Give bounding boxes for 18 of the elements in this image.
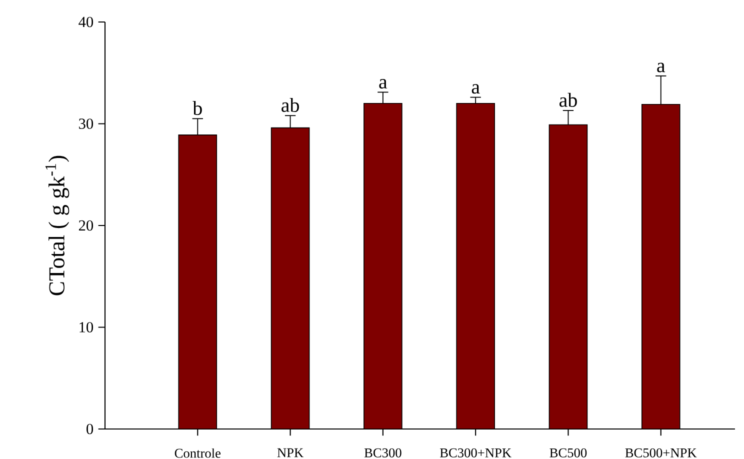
y-axis-title: CTotal ( g gk$^{-1}$) (45, 156, 70, 296)
x-tick-label: NPK (277, 448, 304, 458)
annotation: a (379, 79, 388, 89)
x-tick-label: BC500+NPK (625, 448, 697, 458)
y-tick-label: 20 (78, 220, 94, 231)
annotation: b (192, 100, 202, 116)
y-tick-label: 30 (79, 118, 94, 129)
annotation: a (472, 84, 480, 94)
y-tick-label: 0 (86, 424, 94, 434)
x-tick-label: Controle (174, 448, 221, 458)
y-tick-label: 40 (78, 16, 94, 28)
y-tick-label: 10 (80, 322, 94, 332)
annotation: ab (560, 92, 577, 107)
x-tick-label: BC500 (550, 448, 587, 458)
x-tick-label: BC300 (364, 448, 402, 458)
annotation: ab (282, 98, 299, 112)
annotation: a (657, 62, 666, 72)
x-tick-label: BC300+NPK (440, 448, 512, 458)
